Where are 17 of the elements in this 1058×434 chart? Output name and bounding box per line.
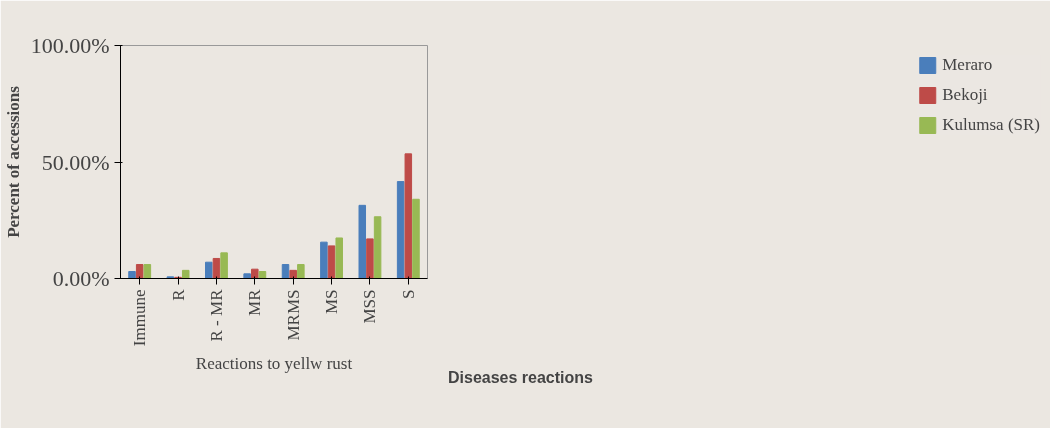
x-tick-label: MSS (360, 289, 380, 324)
x-axis-title: Reactions to yellw rust (195, 354, 353, 374)
x-tick-label: MRMS (283, 289, 303, 341)
x-tick-label: MS (322, 289, 342, 315)
x-tick-label: Immune (130, 289, 150, 347)
y-tick-label: 0.00% (52, 266, 110, 291)
x-tick-label: S (398, 289, 418, 299)
x-tick-label: R - MR (206, 288, 226, 342)
legend-label: Meraro (942, 55, 993, 75)
y-axis-title: Percent of accessions (3, 85, 23, 238)
text: Diseases reactions (448, 368, 594, 386)
x-tick-label: MR (245, 288, 265, 316)
y-tick-label: 50.00% (41, 149, 110, 175)
x-tick-label: R (168, 288, 188, 301)
legend-label: Bekoji (942, 85, 988, 105)
legend-label: Kulumsa (SR) (942, 115, 1040, 135)
y-tick-label: 100.00% (30, 33, 110, 58)
